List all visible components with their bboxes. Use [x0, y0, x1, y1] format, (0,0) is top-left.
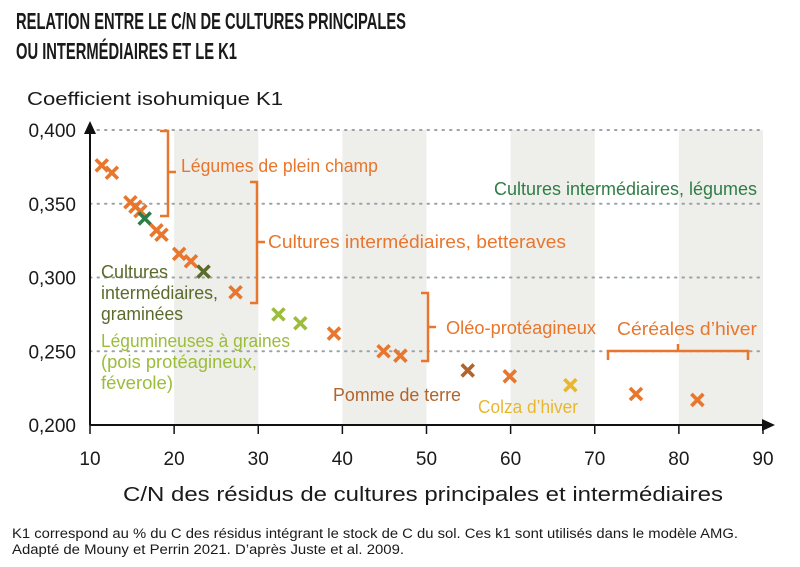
x-tick-labels: 10 20 30 40 50 60 70 80 90: [79, 449, 773, 470]
data-points: [94, 158, 705, 408]
y-tick-label: 0,300: [28, 269, 76, 290]
data-point-x-marker: [628, 386, 644, 402]
y-axis-title: Coefficient isohumique K1: [27, 89, 283, 109]
x-tick-label: 50: [416, 449, 437, 470]
label-ci-graminees-1: Cultures: [101, 262, 168, 282]
data-point-x-marker: [563, 377, 578, 393]
y-tick-label: 0,200: [28, 416, 76, 437]
label-legumes-plein-champ: Légumes de plein champ: [181, 156, 378, 176]
footer-note-2: Adapté de Mouny et Perrin 2021. D’après …: [12, 542, 404, 557]
data-point-x-marker: [293, 315, 308, 331]
x-tick-label: 60: [500, 449, 521, 470]
footer-note-1: K1 correspond au % du C des résidus inté…: [12, 526, 738, 541]
label-ci-graminees-2: intermédiaires,: [101, 283, 218, 303]
data-point-x-marker: [94, 158, 110, 173]
data-point-x-marker: [154, 227, 169, 242]
label-colza: Colza d’hiver: [478, 397, 578, 417]
label-oleo: Oléo-protéagineux: [446, 318, 596, 338]
x-tick-label: 90: [752, 449, 773, 470]
bracket-legumes-plein-champ: [160, 129, 176, 218]
label-ci-legumes: Cultures intermédiaires, légumes: [494, 179, 757, 199]
data-point-x-marker: [393, 348, 408, 363]
x-axis-arrow: [762, 419, 775, 431]
shaded-band: [510, 130, 595, 425]
label-ci-betteraves: Cultures intermédiaires, betteraves: [268, 232, 566, 252]
data-point-x-marker: [326, 326, 342, 341]
x-tick-label: 70: [584, 449, 605, 470]
label-legumineuses-1: Légumineuses à graines: [101, 331, 290, 351]
data-point-x-marker: [183, 254, 199, 269]
data-point-x-marker: [137, 211, 152, 226]
data-point-x-marker: [376, 343, 391, 359]
data-point-x-marker: [104, 165, 120, 181]
y-axis-arrow: [84, 121, 96, 134]
x-tick-label: 20: [164, 449, 185, 470]
gridlines: [89, 129, 764, 353]
label-cereales: Céréales d’hiver: [617, 319, 757, 339]
bracket-oleo: [421, 291, 436, 363]
label-pomme-de-terre: Pomme de terre: [333, 385, 461, 405]
y-tick-label: 0,250: [28, 342, 76, 363]
y-tick-label: 0,350: [28, 195, 76, 216]
y-tick-label: 0,400: [28, 121, 76, 142]
x-tick-label: 30: [248, 449, 269, 470]
bracket-cereales: [606, 344, 750, 360]
label-ci-graminees-3: graminées: [101, 304, 183, 324]
data-point-x-marker: [228, 284, 243, 300]
data-point-x-marker: [502, 369, 518, 384]
data-point-x-marker: [460, 363, 475, 378]
brackets: [160, 129, 750, 363]
bracket-ci-betteraves: [250, 180, 265, 305]
x-tick-label: 10: [79, 449, 100, 470]
chart-title-line-1: RELATION ENTRE LE C/N DE CULTURES PRINCI…: [16, 8, 406, 34]
data-point-x-marker: [196, 264, 211, 279]
axes: [84, 121, 775, 434]
label-legumineuses-3: féverole): [101, 373, 173, 393]
label-legumineuses-2: (pois protéagineux,: [101, 352, 257, 372]
x-axis-title: C/N des résidus de cultures principales …: [123, 484, 723, 506]
data-point-x-marker: [171, 246, 187, 262]
y-tick-labels: 0,200 0,250 0,300 0,350 0,400: [28, 121, 76, 437]
x-tick-label: 40: [332, 449, 353, 470]
data-point-x-marker: [690, 392, 705, 408]
chart-title-line-2: OU INTERMÉDIAIRES ET LE K1: [16, 37, 237, 64]
x-tick-label: 80: [668, 449, 689, 470]
data-point-x-marker: [133, 203, 148, 219]
data-point-x-marker: [271, 307, 286, 322]
